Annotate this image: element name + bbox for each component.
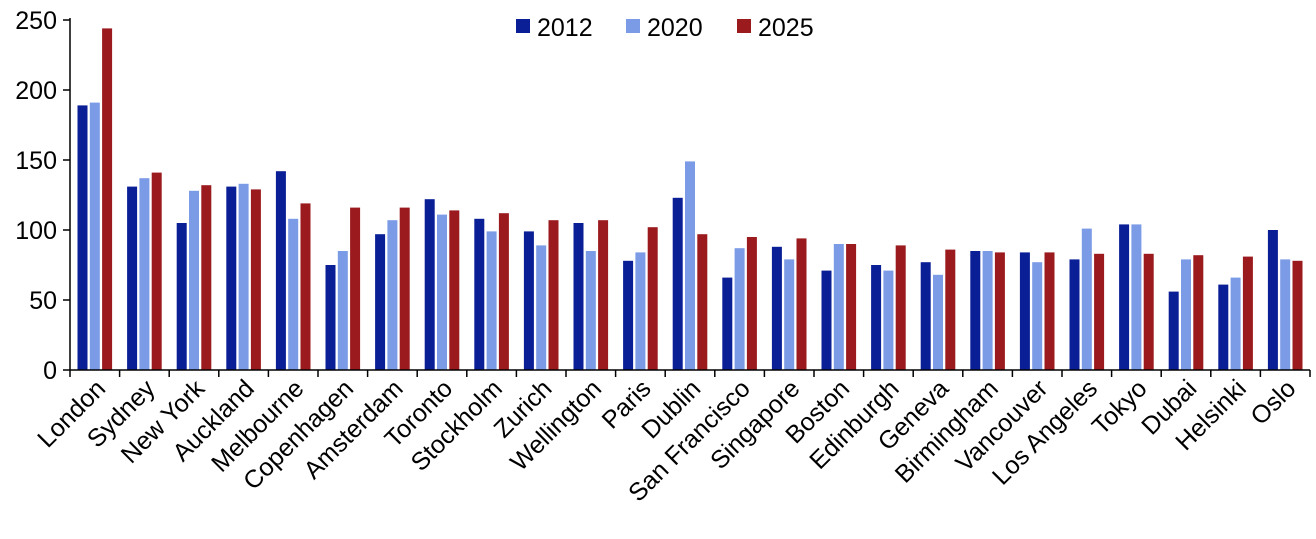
bar-2025-stockholm: [498, 213, 509, 370]
bar-2012-stockholm: [474, 218, 485, 370]
bar-2025-vancouver: [1044, 252, 1055, 370]
bar-2012-geneva: [920, 262, 931, 370]
bar-2025-new-york: [201, 185, 212, 370]
bar-2020-stockholm: [486, 231, 497, 370]
bar-2020-vancouver: [1032, 262, 1043, 370]
legend-label-2020: 2020: [647, 14, 703, 42]
bar-2020-geneva: [933, 274, 943, 370]
bar-2020-edinburgh: [883, 270, 894, 370]
y-tick-label: 200: [15, 77, 57, 105]
bar-2020-oslo: [1280, 259, 1291, 370]
bar-2012-copenhagen: [325, 265, 336, 370]
y-tick-label: 100: [15, 217, 57, 245]
y-tick-label: 250: [15, 7, 57, 35]
bar-2012-helsinki: [1218, 284, 1229, 370]
y-tick-label: 50: [29, 287, 57, 315]
bar-2012-dublin: [672, 197, 683, 370]
bar-2012-tokyo: [1119, 224, 1130, 370]
bar-2012-paris: [623, 260, 634, 370]
y-tick-label: 0: [43, 357, 57, 385]
bar-2012-boston: [821, 270, 832, 370]
bar-2025-copenhagen: [350, 207, 361, 370]
bar-2020-tokyo: [1131, 224, 1142, 370]
bar-2020-san-francisco: [734, 248, 745, 370]
bar-2025-auckland: [250, 189, 261, 370]
bar-2012-dubai: [1168, 291, 1179, 370]
legend-label-2025: 2025: [758, 14, 814, 42]
x-tick-label: Tokyo: [1087, 374, 1153, 440]
bar-2025-sydney: [151, 172, 162, 370]
bar-2025-toronto: [449, 210, 460, 370]
bar-2025-edinburgh: [895, 245, 906, 370]
bar-2020-los-angeles: [1081, 228, 1092, 370]
bar-2020-paris: [635, 252, 646, 370]
bar-2025-dubai: [1193, 255, 1204, 370]
bar-2020-sydney: [139, 178, 150, 370]
bar-2025-birmingham: [994, 252, 1005, 370]
bar-2020-singapore: [784, 259, 795, 370]
bar-2020-new-york: [189, 190, 199, 370]
bar-2020-dubai: [1181, 259, 1191, 370]
bar-2020-dublin: [685, 161, 695, 370]
bar-2020-zurich: [536, 245, 547, 370]
bar-2012-new-york: [176, 223, 187, 370]
bar-2025-dublin: [697, 234, 708, 370]
y-axis: 0 50 100 150 200 250: [15, 7, 71, 385]
bar-2012-wellington: [573, 223, 584, 370]
bar-2025-london: [102, 28, 113, 371]
legend: 2012 2020 2025: [516, 14, 814, 42]
bar-2012-birmingham: [970, 251, 981, 370]
bar-2025-singapore: [796, 238, 807, 370]
bar-2012-melbourne: [275, 171, 286, 370]
bar-2025-paris: [647, 227, 658, 370]
bar-2025-boston: [846, 244, 857, 370]
bar-2012-edinburgh: [871, 265, 882, 370]
bar-2020-london: [89, 102, 100, 370]
bar-2025-wellington: [598, 220, 609, 370]
bar-2020-amsterdam: [387, 220, 398, 370]
bar-2012-zurich: [523, 231, 534, 370]
bar-2020-boston: [833, 244, 844, 370]
bar-2012-san-francisco: [722, 277, 733, 370]
bar-2025-zurich: [548, 220, 559, 370]
bar-2012-toronto: [424, 199, 435, 370]
bar-2020-helsinki: [1230, 277, 1241, 370]
bar-2020-copenhagen: [337, 251, 348, 370]
bar-2012-los-angeles: [1069, 259, 1080, 370]
legend-swatch-2020: [626, 19, 640, 33]
legend-swatch-2012: [516, 19, 530, 33]
bar-2025-san-francisco: [746, 237, 757, 370]
legend-label-2012: 2012: [537, 14, 593, 42]
bar-2012-amsterdam: [375, 234, 386, 370]
bar-2012-vancouver: [1019, 252, 1030, 370]
bar-2020-auckland: [238, 183, 249, 370]
bar-2012-singapore: [771, 246, 782, 370]
bar-2020-melbourne: [288, 218, 299, 370]
y-tick-label: 150: [15, 147, 57, 175]
bar-2020-wellington: [585, 251, 596, 370]
bar-2020-birmingham: [982, 251, 993, 370]
x-tick-label: Oslo: [1245, 374, 1301, 430]
bar-2012-oslo: [1267, 230, 1278, 370]
legend-swatch-2025: [737, 19, 751, 33]
bar-2025-amsterdam: [399, 207, 410, 370]
bar-2025-helsinki: [1242, 256, 1253, 370]
bar-2025-tokyo: [1143, 253, 1154, 370]
bar-2025-melbourne: [300, 203, 311, 370]
bar-2025-oslo: [1292, 260, 1303, 370]
bar-2012-london: [77, 105, 88, 371]
bar-2012-sydney: [127, 186, 138, 370]
bar-2012-auckland: [226, 186, 237, 370]
bar-2025-los-angeles: [1094, 253, 1105, 370]
bar-2025-geneva: [945, 249, 956, 370]
bar-2020-toronto: [437, 214, 447, 370]
bars-group: [77, 28, 1303, 371]
